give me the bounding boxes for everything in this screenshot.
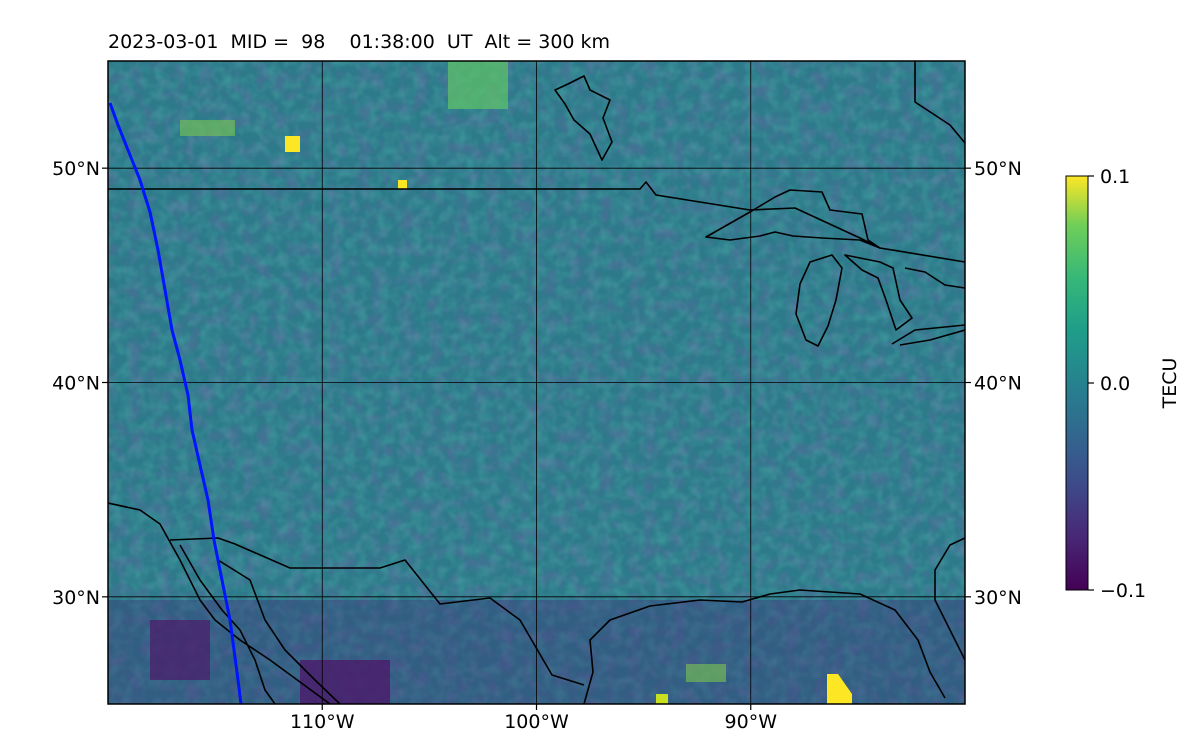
colorbar-tick-label: 0.0 [1100, 373, 1130, 395]
lon-tick-label: 110°W [290, 711, 355, 733]
track-line [108, 102, 243, 704]
colorbar-tick-label: −0.1 [1100, 580, 1146, 602]
colorbar: 0.1 0.0 −0.1 TECU [1065, 166, 1181, 602]
colorbar-label: TECU [1159, 358, 1181, 410]
lat-tick-label-left: 50°N [52, 158, 100, 180]
lat-tick-label-right: 30°N [974, 587, 1022, 609]
colorbar-gradient [1065, 175, 1089, 591]
colorbar-ticks: 0.1 0.0 −0.1 [1088, 166, 1146, 602]
map-title: 2023-03-01 MID = 98 01:38:00 UT Alt = 30… [108, 31, 610, 53]
graticule [108, 61, 965, 704]
colorbar-tick-label: 0.1 [1100, 166, 1130, 188]
lon-tick-label: 90°W [725, 711, 778, 733]
lat-tick-label-left: 30°N [52, 587, 100, 609]
lat-tick-label-right: 50°N [974, 158, 1022, 180]
lat-tick-label-right: 40°N [974, 373, 1022, 395]
coastlines-borders [108, 61, 965, 704]
lon-tick-label: 100°W [504, 711, 569, 733]
lat-tick-label-left: 40°N [52, 373, 100, 395]
axis-labels: 110°W 100°W 90°W 30°N 30°N 40°N 40°N 50°N 50°N [52, 158, 1022, 733]
